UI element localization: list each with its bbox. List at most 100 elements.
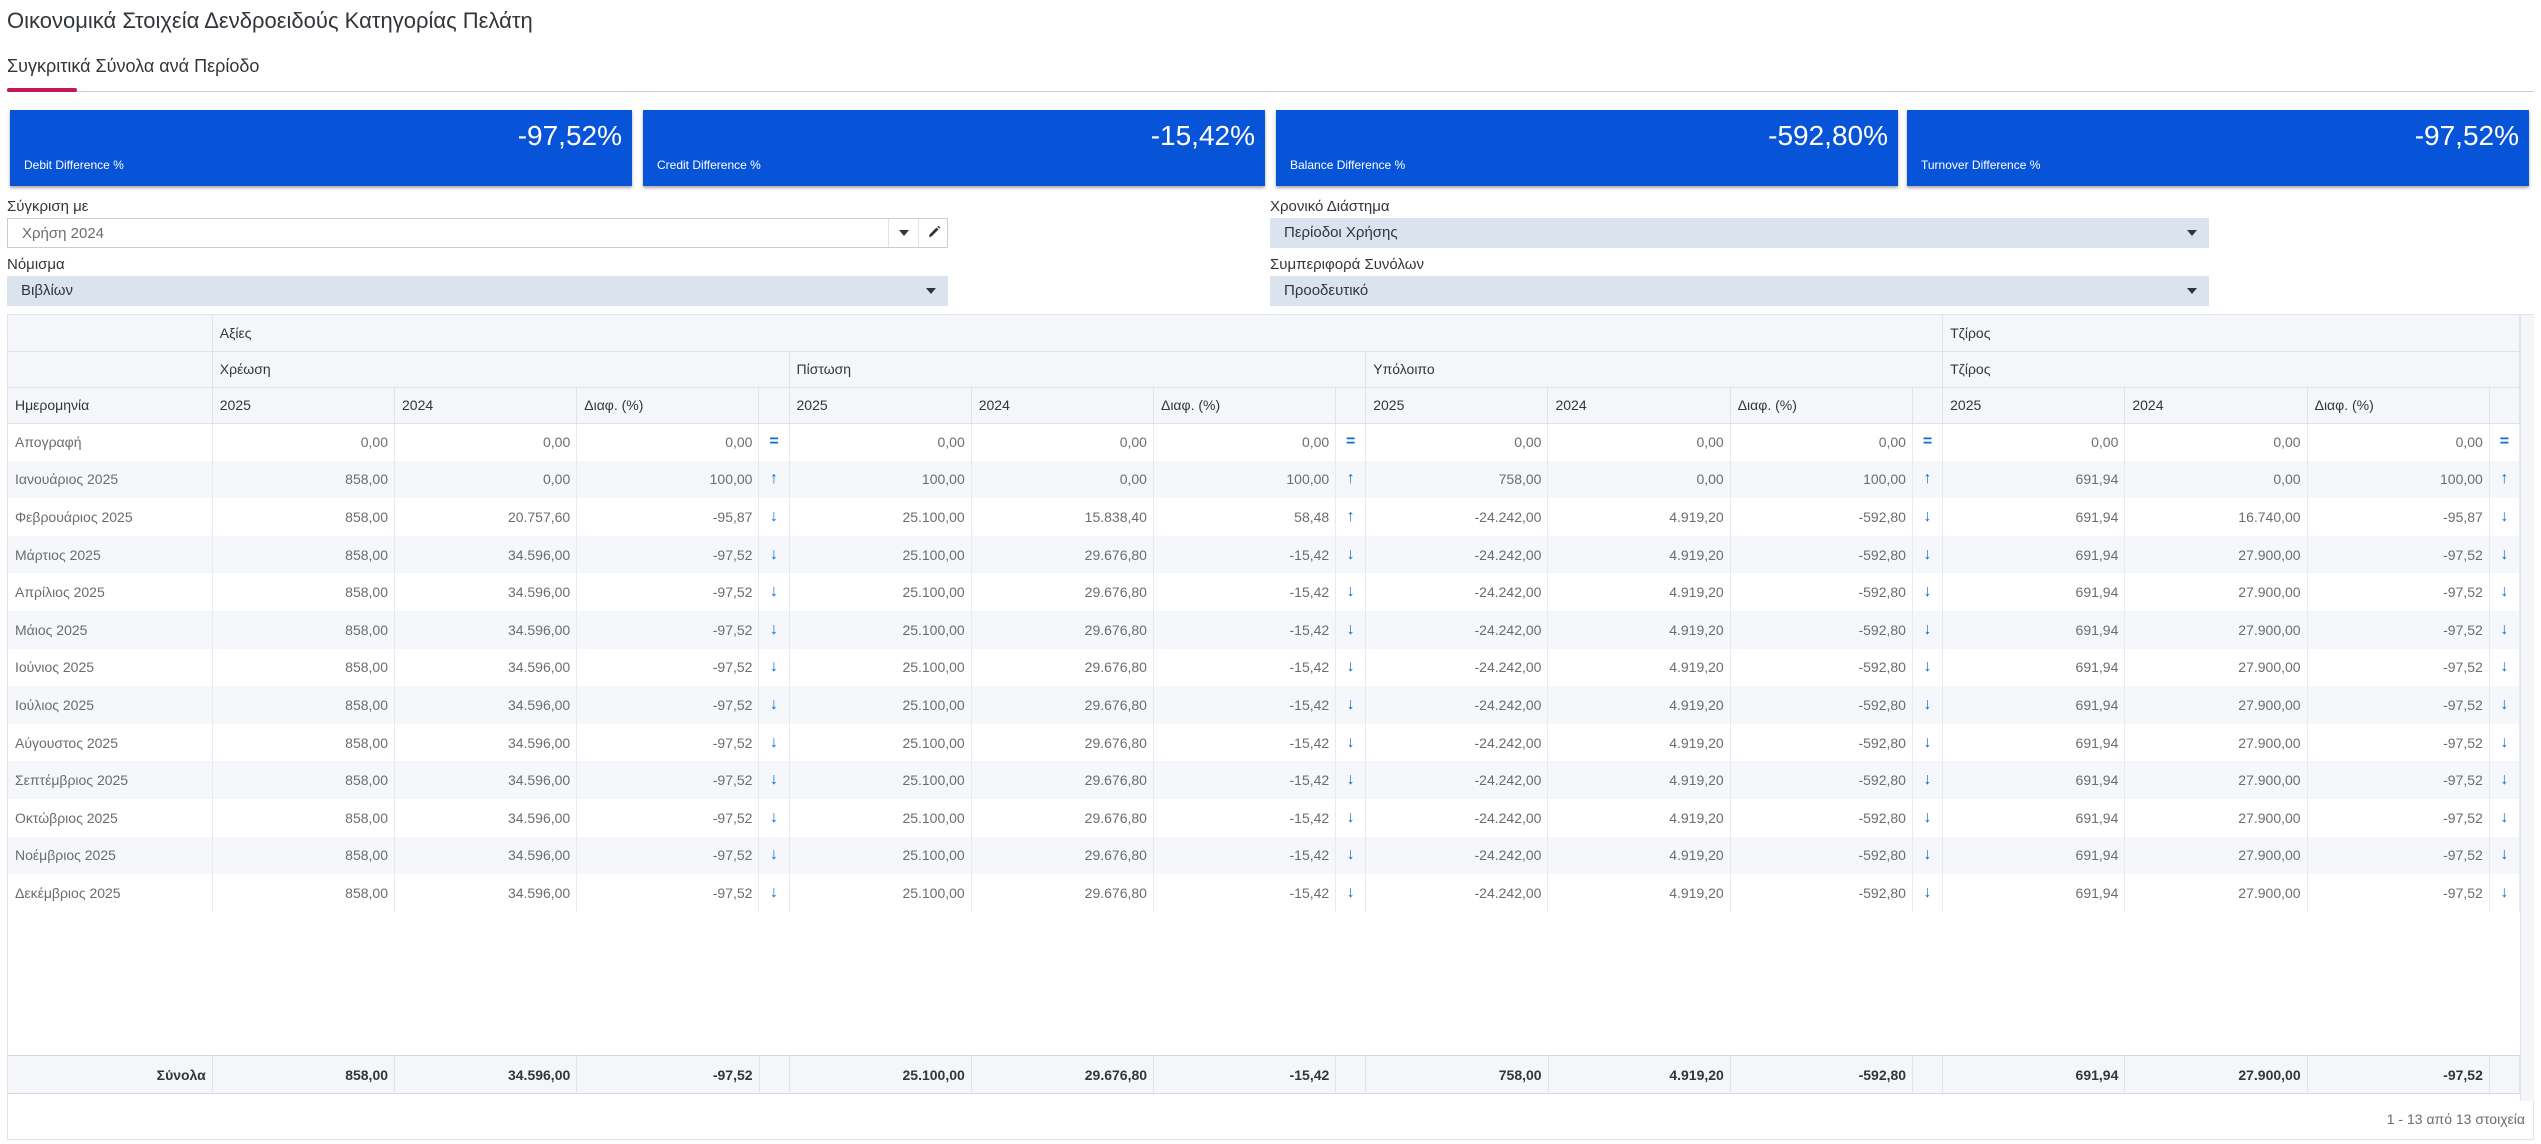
table-cell: -24.242,00	[1365, 498, 1549, 536]
table-row[interactable]: Σεπτέμβριος 2025 858,00 34.596,00 -97,52 ↓ 25…	[8, 761, 2521, 799]
table-row[interactable]: Ιανουάριος 2025 858,00 0,00 100,00 ↑ 100,00 0,…	[8, 460, 2521, 499]
table-cell: 691,94	[1942, 836, 2126, 875]
trend-cell: ↓	[758, 723, 790, 762]
arrow-up-icon: ↑	[2500, 470, 2509, 488]
table-cell: 34.596,00	[394, 761, 578, 799]
compare-with-dropdown-button[interactable]	[888, 219, 918, 247]
col-header-date[interactable]: Ημερομηνία	[8, 387, 213, 424]
table-cell: -24.242,00	[1365, 836, 1549, 875]
table-row[interactable]: Απρίλιος 2025 858,00 34.596,00 -97,52 ↓ 25.10…	[8, 573, 2521, 611]
col-header-diff-balance[interactable]: Διαφ. (%)	[1730, 387, 1913, 424]
table-cell: -97,52	[2307, 874, 2490, 912]
currency-label: Νόμισμα	[7, 256, 65, 273]
table-cell: -592,80	[1730, 498, 1913, 536]
totals-cell: 27.900,00	[2124, 1055, 2308, 1094]
kpi-credit-difference[interactable]: -15,42% Credit Difference %	[643, 110, 1265, 186]
col-header-diff-credit[interactable]: Διαφ. (%)	[1153, 387, 1337, 424]
grid-scrollbar-gutter[interactable]	[2520, 315, 2534, 1101]
table-cell: 29.676,80	[971, 798, 1154, 837]
kpi-debit-difference[interactable]: -97,52% Debit Difference %	[10, 110, 632, 186]
table-cell: -24.242,00	[1365, 648, 1549, 687]
row-label: Απογραφή	[8, 423, 213, 461]
table-cell: -97,52	[2307, 798, 2490, 837]
col-header-trend-debit	[758, 387, 790, 424]
kpi-value: -592,80%	[1768, 120, 1888, 151]
trend-cell: ↓	[1912, 573, 1944, 611]
kpi-label: Turnover Difference %	[1921, 158, 2041, 172]
col-header-diff-debit[interactable]: Διαφ. (%)	[576, 387, 760, 424]
table-cell: 100,00	[1153, 460, 1337, 499]
table-row[interactable]: Αύγουστος 2025 858,00 34.596,00 -97,52 ↓ 25.1…	[8, 723, 2521, 762]
trend-cell: ↓	[1912, 874, 1944, 912]
table-cell: -97,52	[2307, 573, 2490, 611]
arrow-down-icon: ↓	[1346, 620, 1355, 638]
arrow-down-icon: ↓	[1923, 620, 1932, 638]
trend-cell: ↓	[1912, 498, 1944, 536]
table-row[interactable]: Μάρτιος 2025 858,00 34.596,00 -97,52 ↓ 25.100…	[8, 535, 2521, 574]
table-cell: -592,80	[1730, 798, 1913, 837]
tab-comparative-totals[interactable]: Συγκριτικά Σύνολα ανά Περίοδο	[7, 56, 260, 76]
col-header-2025-debit[interactable]: 2025	[212, 387, 396, 424]
trend-cell: ↓	[758, 535, 790, 574]
col-header-2025-turnover[interactable]: 2025	[1942, 387, 2126, 424]
trend-cell: ↓	[2489, 535, 2521, 574]
col-header-2025-balance[interactable]: 2025	[1365, 387, 1549, 424]
trend-cell: ↓	[1912, 761, 1944, 799]
table-row[interactable]: Οκτώβριος 2025 858,00 34.596,00 -97,52 ↓ 25.1…	[8, 798, 2521, 837]
col-header-2024-credit[interactable]: 2024	[971, 387, 1154, 424]
table-cell: 0,00	[789, 423, 972, 461]
table-cell: 691,94	[1942, 460, 2126, 499]
table-row[interactable]: Ιούνιος 2025 858,00 34.596,00 -97,52 ↓ 25.100…	[8, 648, 2521, 687]
totals-cell	[1335, 1055, 1367, 1094]
trend-cell: ↓	[2489, 648, 2521, 687]
table-cell: 34.596,00	[394, 535, 578, 574]
header-blank	[8, 315, 213, 352]
time-range-select[interactable]: Περίοδοι Χρήσης	[1270, 218, 2209, 248]
table-cell: 27.900,00	[2124, 874, 2308, 912]
kpi-balance-difference[interactable]: -592,80% Balance Difference %	[1276, 110, 1898, 186]
arrow-down-icon: ↓	[1346, 583, 1355, 601]
table-cell: 34.596,00	[394, 723, 578, 762]
table-row[interactable]: Φεβρουάριος 2025 858,00 20.757,60 -95,87 ↓ 25…	[8, 498, 2521, 536]
col-header-2024-debit[interactable]: 2024	[394, 387, 578, 424]
table-cell: 0,00	[2124, 460, 2308, 499]
table-cell: 25.100,00	[789, 535, 972, 574]
table-row[interactable]: Μάιος 2025 858,00 34.596,00 -97,52 ↓ 25.100,0…	[8, 610, 2521, 649]
arrow-down-icon: ↓	[1346, 846, 1355, 864]
time-range-value: Περίοδοι Χρήσης	[1284, 224, 1398, 241]
table-cell: 25.100,00	[789, 836, 972, 875]
compare-with-edit-button[interactable]	[918, 219, 948, 247]
arrow-down-icon: ↓	[1923, 846, 1932, 864]
table-row[interactable]: Νοέμβριος 2025 858,00 34.596,00 -97,52 ↓ 25.1…	[8, 836, 2521, 875]
currency-select[interactable]: Βιβλίων	[7, 276, 948, 306]
totals-behavior-value: Προοδευτικό	[1284, 282, 1369, 299]
arrow-down-icon: ↓	[2500, 733, 2509, 751]
table-cell: 27.900,00	[2124, 723, 2308, 762]
col-header-2024-turnover[interactable]: 2024	[2124, 387, 2308, 424]
kpi-turnover-difference[interactable]: -97,52% Turnover Difference %	[1907, 110, 2529, 186]
col-header-2025-credit[interactable]: 2025	[789, 387, 972, 424]
table-cell: -15,42	[1153, 610, 1337, 649]
totals-cell: -97,52	[576, 1055, 760, 1094]
equal-icon: =	[1922, 433, 1933, 451]
table-cell: -15,42	[1153, 874, 1337, 912]
equal-icon: =	[1346, 433, 1356, 451]
compare-with-field[interactable]: Χρήση 2024	[7, 218, 948, 248]
trend-cell: ↓	[1335, 648, 1367, 687]
totals-behavior-select[interactable]: Προοδευτικό	[1270, 276, 2209, 306]
table-cell: 858,00	[212, 836, 396, 875]
trend-cell: ↓	[758, 610, 790, 649]
table-cell: 25.100,00	[789, 798, 972, 837]
table-cell: 691,94	[1942, 798, 2126, 837]
table-row[interactable]: Δεκέμβριος 2025 858,00 34.596,00 -97,52 ↓ 25.…	[8, 874, 2521, 912]
trend-cell: ↓	[2489, 686, 2521, 724]
table-row[interactable]: Απογραφή 0,00 0,00 0,00 = 0,00 0,00 0,00 = 0,00 0,…	[8, 423, 2521, 461]
trend-cell: ↓	[2489, 573, 2521, 611]
col-header-diff-turnover[interactable]: Διαφ. (%)	[2307, 387, 2490, 424]
arrow-up-icon: ↑	[769, 470, 778, 488]
table-cell: 858,00	[212, 610, 396, 649]
pager-info: 1 - 13 από 13 στοιχεία	[2386, 1111, 2525, 1127]
col-header-2024-balance[interactable]: 2024	[1547, 387, 1731, 424]
table-row[interactable]: Ιούλιος 2025 858,00 34.596,00 -97,52 ↓ 25.100…	[8, 686, 2521, 724]
table-cell: -97,52	[576, 761, 760, 799]
